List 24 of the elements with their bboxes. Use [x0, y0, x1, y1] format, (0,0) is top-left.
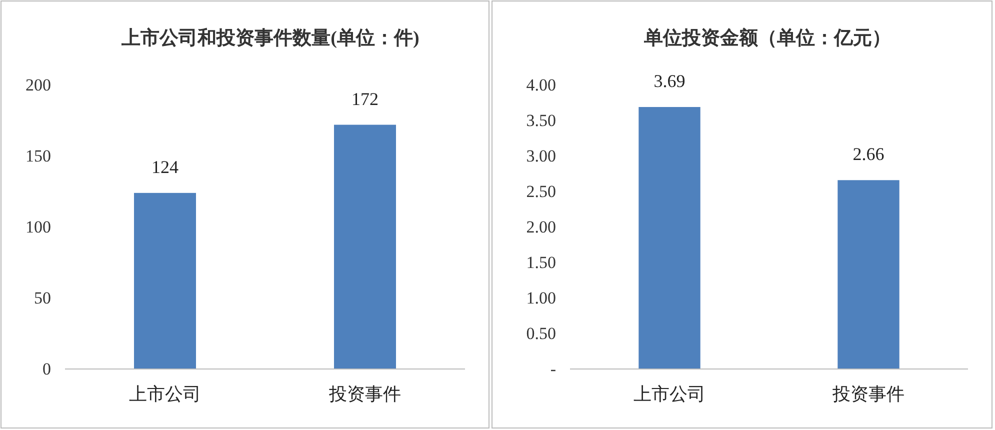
- chart-title: 单位投资金额（单位：亿元）: [643, 27, 891, 49]
- y-tick-label: 4.00: [526, 75, 556, 94]
- y-tick-label: 200: [26, 75, 51, 94]
- y-tick-label: 150: [26, 146, 51, 166]
- y-tick-label: 2.50: [526, 182, 556, 201]
- y-tick-label: 1.00: [526, 288, 556, 308]
- y-tick-label: 1.50: [526, 252, 556, 272]
- y-tick-label: 2.00: [526, 217, 556, 236]
- y-tick-label: 50: [34, 288, 51, 308]
- x-tick-label: 投资事件: [328, 384, 401, 404]
- x-tick-label: 投资事件: [832, 384, 904, 404]
- x-tick-label: 上市公司: [634, 384, 706, 404]
- data-label: 2.66: [852, 144, 884, 164]
- y-tick-label: 0: [42, 359, 51, 378]
- chart-title: 上市公司和投资事件数量(单位：件): [120, 27, 420, 49]
- y-tick-label: 3.50: [526, 110, 556, 130]
- y-tick-label: 3.00: [526, 146, 556, 166]
- y-tick-label: 0.50: [526, 324, 556, 343]
- data-label: 124: [152, 156, 178, 177]
- data-label: 3.69: [654, 71, 686, 92]
- y-tick-label: -: [550, 359, 556, 378]
- x-tick-label: 上市公司: [129, 384, 201, 404]
- y-tick-label: 100: [26, 217, 51, 236]
- data-label: 172: [352, 88, 378, 109]
